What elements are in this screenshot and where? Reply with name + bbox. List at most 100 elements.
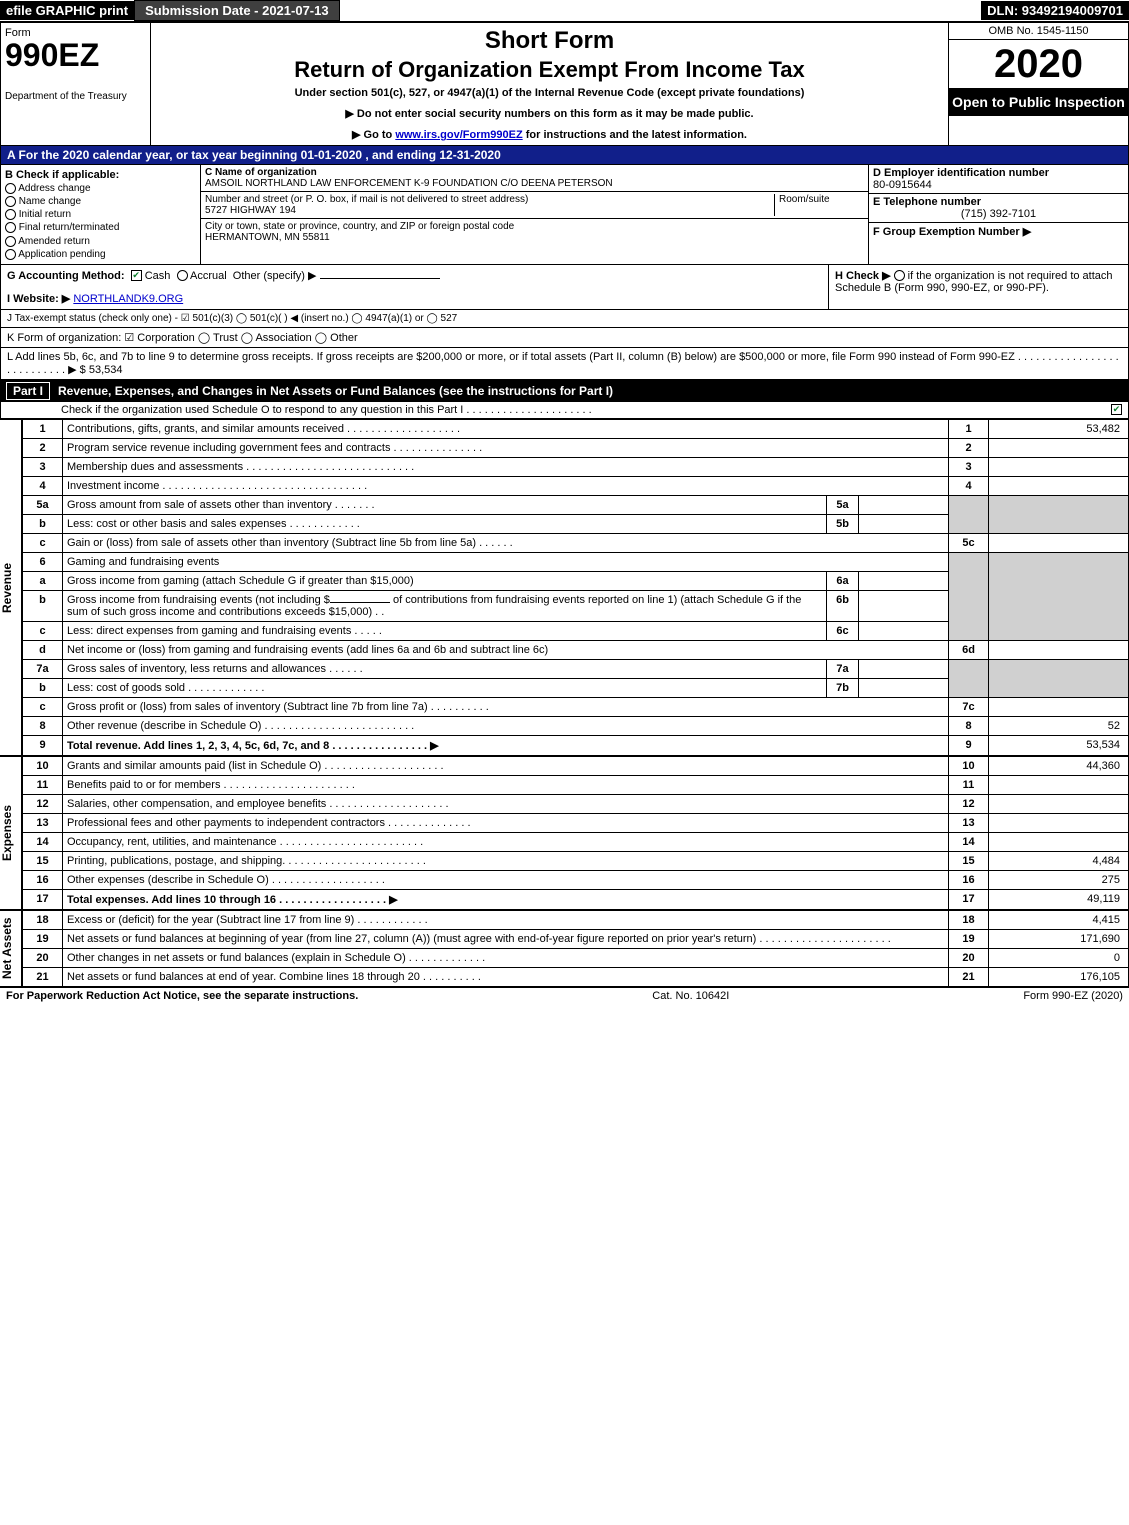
phone-value: (715) 392-7101 (873, 208, 1124, 220)
line-17: 17Total expenses. Add lines 10 through 1… (23, 889, 1129, 909)
short-form-title: Short Form (159, 27, 940, 55)
footer-cat: Cat. No. 10642I (652, 990, 729, 1002)
g-cash-check[interactable] (131, 270, 142, 281)
top-bar: efile GRAPHIC print Submission Date - 20… (0, 0, 1129, 21)
net-assets-section: Net Assets 18Excess or (deficit) for the… (0, 910, 1129, 987)
open-public-badge: Open to Public Inspection (949, 88, 1128, 116)
g-accrual-radio[interactable] (177, 270, 188, 281)
opt-amended-return[interactable]: Amended return (5, 236, 196, 247)
part1-schedule-o-check[interactable] (1111, 404, 1122, 415)
part1-header: Part I Revenue, Expenses, and Changes in… (0, 380, 1129, 402)
city-label: City or town, state or province, country… (205, 221, 514, 232)
row-l: L Add lines 5b, 6c, and 7b to line 9 to … (0, 348, 1129, 380)
line-18: 18Excess or (deficit) for the year (Subt… (23, 910, 1129, 929)
row-gh: G Accounting Method: Cash Accrual Other … (0, 265, 1129, 310)
line-3: 3Membership dues and assessments . . . .… (23, 457, 1129, 476)
h-schedule-b: H Check ▶ if the organization is not req… (828, 265, 1128, 309)
b-right: D Employer identification number 80-0915… (868, 165, 1128, 264)
g-other-blank[interactable] (320, 278, 440, 279)
line-4: 4Investment income . . . . . . . . . . .… (23, 476, 1129, 495)
section-b: B Check if applicable: Address change Na… (0, 165, 1129, 265)
g-accounting: G Accounting Method: Cash Accrual Other … (1, 265, 828, 309)
line-9: 9Total revenue. Add lines 1, 2, 3, 4, 5c… (23, 735, 1129, 755)
street-row: Number and street (or P. O. box, if mail… (201, 192, 868, 219)
street-value: 5727 HIGHWAY 194 (205, 205, 296, 216)
line-7a: 7aGross sales of inventory, less returns… (23, 659, 1129, 678)
net-assets-table: 18Excess or (deficit) for the year (Subt… (22, 910, 1129, 987)
submission-date: Submission Date - 2021-07-13 (134, 0, 340, 21)
under-section: Under section 501(c), 527, or 4947(a)(1)… (159, 87, 940, 99)
room-suite-label: Room/suite (774, 194, 864, 216)
tax-year: 2020 (949, 40, 1128, 88)
dln-label: DLN: 93492194009701 (981, 1, 1129, 20)
d-ein-cell: D Employer identification number 80-0915… (869, 165, 1128, 194)
b-label: B Check if applicable: (5, 169, 119, 181)
line-16: 16Other expenses (describe in Schedule O… (23, 870, 1129, 889)
line-15: 15Printing, publications, postage, and s… (23, 851, 1129, 870)
d-label: D Employer identification number (873, 167, 1049, 179)
revenue-side-label: Revenue (0, 419, 22, 756)
no-ssn-note: ▶ Do not enter social security numbers o… (159, 107, 940, 120)
line-10: 10Grants and similar amounts paid (list … (23, 756, 1129, 775)
i-label: I Website: ▶ (7, 293, 70, 305)
line-6: 6Gaming and fundraising events (23, 552, 1129, 571)
efile-label: efile GRAPHIC print (0, 1, 134, 20)
e-phone-cell: E Telephone number (715) 392-7101 (869, 194, 1128, 223)
line-2: 2Program service revenue including gover… (23, 438, 1129, 457)
expenses-table: 10Grants and similar amounts paid (list … (22, 756, 1129, 910)
return-title: Return of Organization Exempt From Incom… (159, 57, 940, 83)
h-check-radio[interactable] (894, 270, 905, 281)
opt-initial-return[interactable]: Initial return (5, 209, 196, 220)
line-20: 20Other changes in net assets or fund ba… (23, 948, 1129, 967)
addr-label: Number and street (or P. O. box, if mail… (205, 194, 528, 205)
line-6b-blank[interactable] (330, 602, 390, 603)
line-5c: cGain or (loss) from sale of assets othe… (23, 533, 1129, 552)
f-label: F Group Exemption Number ▶ (873, 226, 1031, 238)
irs-link[interactable]: www.irs.gov/Form990EZ (395, 129, 522, 141)
opt-address-change[interactable]: Address change (5, 183, 196, 194)
org-name: AMSOIL NORTHLAND LAW ENFORCEMENT K-9 FOU… (205, 178, 613, 189)
city-value: HERMANTOWN, MN 55811 (205, 232, 330, 243)
row-a-period: A For the 2020 calendar year, or tax yea… (0, 146, 1129, 165)
e-label: E Telephone number (873, 196, 981, 208)
footer-left: For Paperwork Reduction Act Notice, see … (6, 990, 358, 1002)
city-row: City or town, state or province, country… (201, 219, 868, 245)
line-14: 14Occupancy, rent, utilities, and mainte… (23, 832, 1129, 851)
goto-line: ▶ Go to www.irs.gov/Form990EZ for instru… (159, 128, 940, 141)
l-text: L Add lines 5b, 6c, and 7b to line 9 to … (7, 351, 1119, 376)
opt-application-pending[interactable]: Application pending (5, 249, 196, 260)
part1-heading: Revenue, Expenses, and Changes in Net As… (58, 384, 613, 398)
footer: For Paperwork Reduction Act Notice, see … (0, 987, 1129, 1004)
form-header: Form 990EZ Department of the Treasury Sh… (0, 21, 1129, 146)
form-number: 990EZ (5, 39, 146, 71)
line-7c: cGross profit or (loss) from sales of in… (23, 697, 1129, 716)
part1-sub: Check if the organization used Schedule … (0, 402, 1129, 419)
revenue-section: Revenue 1Contributions, gifts, grants, a… (0, 419, 1129, 756)
website-link[interactable]: NORTHLANDK9.ORG (73, 293, 183, 305)
line-21: 21Net assets or fund balances at end of … (23, 967, 1129, 986)
line-12: 12Salaries, other compensation, and empl… (23, 794, 1129, 813)
part1-sub-text: Check if the organization used Schedule … (61, 404, 592, 416)
h-label: H Check ▶ (835, 270, 891, 282)
omb-number: OMB No. 1545-1150 (949, 23, 1128, 40)
b-mid: C Name of organization AMSOIL NORTHLAND … (201, 165, 868, 264)
line-8: 8Other revenue (describe in Schedule O) … (23, 716, 1129, 735)
net-assets-side-label: Net Assets (0, 910, 22, 987)
header-right: OMB No. 1545-1150 2020 Open to Public In… (948, 23, 1128, 145)
g-label: G Accounting Method: (7, 270, 125, 282)
footer-right: Form 990-EZ (2020) (1023, 990, 1123, 1002)
line-19: 19Net assets or fund balances at beginni… (23, 929, 1129, 948)
line-6d: dNet income or (loss) from gaming and fu… (23, 640, 1129, 659)
part1-label: Part I (6, 382, 50, 400)
opt-name-change[interactable]: Name change (5, 196, 196, 207)
f-group-cell: F Group Exemption Number ▶ (869, 223, 1128, 240)
c-label: C Name of organization (205, 167, 317, 178)
line-5a: 5aGross amount from sale of assets other… (23, 495, 1129, 514)
line-1: 1Contributions, gifts, grants, and simil… (23, 419, 1129, 438)
header-left: Form 990EZ Department of the Treasury (1, 23, 151, 145)
revenue-table: 1Contributions, gifts, grants, and simil… (22, 419, 1129, 756)
line-11: 11Benefits paid to or for members . . . … (23, 775, 1129, 794)
department-label: Department of the Treasury (5, 91, 146, 102)
expenses-side-label: Expenses (0, 756, 22, 910)
opt-final-return[interactable]: Final return/terminated (5, 222, 196, 233)
